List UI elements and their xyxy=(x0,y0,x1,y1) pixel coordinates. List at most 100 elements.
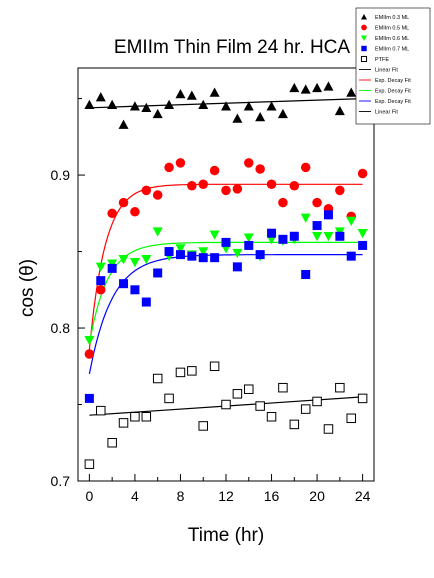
data-point xyxy=(210,253,220,263)
data-point xyxy=(96,405,106,416)
data-point xyxy=(175,367,186,378)
data-point xyxy=(130,207,140,217)
data-point xyxy=(175,250,185,260)
data-point xyxy=(152,373,163,384)
data-point xyxy=(209,230,220,240)
legend-label: Linear Fit xyxy=(375,110,398,116)
legend: EMIIm 0.3 ML EMIIm 0.5 ML EMIIm 0.6 ML EMII… xyxy=(355,7,431,125)
data-point xyxy=(255,111,266,122)
series-emiim-0-7-ml xyxy=(84,210,368,403)
legend-label: EMIIm 0.5 ML xyxy=(375,26,409,32)
data-point xyxy=(107,208,117,219)
legend-marker xyxy=(361,24,367,31)
data-point xyxy=(266,101,277,111)
data-point xyxy=(357,228,368,239)
data-point xyxy=(255,401,265,411)
data-point xyxy=(84,459,95,469)
legend-label: Linear Fit xyxy=(375,68,398,74)
data-point xyxy=(312,221,322,231)
x-tick-label: 4 xyxy=(131,488,139,504)
data-point xyxy=(289,181,300,191)
data-point xyxy=(107,99,118,109)
data-point xyxy=(334,105,345,116)
data-point xyxy=(346,251,356,261)
data-point xyxy=(323,232,334,242)
data-point xyxy=(244,240,254,250)
data-point xyxy=(221,399,231,410)
data-point xyxy=(335,185,345,196)
data-point xyxy=(312,232,323,242)
y-tick-label: 0.7 xyxy=(51,473,71,489)
data-point xyxy=(84,393,94,403)
data-point xyxy=(141,254,152,265)
data-point xyxy=(96,276,106,286)
data-point xyxy=(221,101,231,111)
data-point xyxy=(152,190,163,200)
data-point xyxy=(323,424,334,434)
data-point xyxy=(198,179,208,190)
data-point xyxy=(141,297,151,307)
data-point xyxy=(107,438,117,448)
exp-decay-fit-line xyxy=(88,241,363,344)
data-point xyxy=(130,412,140,422)
data-point xyxy=(96,285,106,295)
y-axis-label: cos (θ) xyxy=(17,259,38,317)
data-point xyxy=(289,419,300,430)
data-points xyxy=(84,81,368,469)
y-tick-label: 0.8 xyxy=(51,320,71,336)
data-point xyxy=(209,165,220,176)
data-point xyxy=(130,285,140,295)
data-point xyxy=(164,162,174,173)
legend-label: PTFE xyxy=(375,57,389,63)
data-point xyxy=(346,413,356,424)
data-point xyxy=(255,164,265,174)
legend-marker xyxy=(361,45,367,52)
data-point xyxy=(244,384,254,394)
data-point xyxy=(84,99,95,109)
data-point xyxy=(152,108,163,119)
data-point xyxy=(323,81,334,91)
legend-label: EMIIm 0.6 ML xyxy=(375,36,409,42)
data-point xyxy=(312,197,322,208)
data-point xyxy=(118,254,129,265)
data-point xyxy=(152,227,163,237)
data-point xyxy=(118,197,129,208)
data-point xyxy=(232,113,243,123)
x-tick-label: 16 xyxy=(264,488,280,504)
fit-lines xyxy=(88,98,363,416)
legend-label: EMIIm 0.7 ML xyxy=(375,47,409,53)
data-point xyxy=(266,179,277,190)
data-point xyxy=(267,228,277,238)
data-point xyxy=(164,247,174,257)
data-point xyxy=(335,382,345,393)
data-point xyxy=(95,92,106,102)
x-tick-label: 12 xyxy=(218,488,234,504)
data-point xyxy=(358,240,368,250)
data-point xyxy=(118,418,129,428)
data-point xyxy=(266,412,277,422)
data-point xyxy=(221,185,231,196)
data-point xyxy=(95,262,106,272)
data-point xyxy=(187,366,197,376)
data-point xyxy=(198,99,209,109)
data-point xyxy=(300,84,311,94)
data-point xyxy=(141,102,152,113)
legend-box xyxy=(355,7,431,125)
legend-label: EMIIm 0.3 ML xyxy=(375,15,409,21)
data-point xyxy=(164,99,175,109)
legend-marker xyxy=(360,55,368,63)
x-tick-label: 24 xyxy=(355,488,371,504)
data-point xyxy=(198,253,208,263)
y-axis: 0.7 0.8 0.9 xyxy=(51,98,85,489)
data-point xyxy=(335,231,345,241)
x-tick-label: 8 xyxy=(177,488,185,504)
data-point xyxy=(232,389,243,399)
data-point xyxy=(277,108,288,119)
chart-title: EMIIm Thin Film 24 hr. HCA xyxy=(114,37,350,58)
data-point xyxy=(300,404,311,414)
data-point xyxy=(198,421,208,431)
legend-label: Exp. Decay Fit xyxy=(375,89,411,95)
exp-decay-fit-line xyxy=(88,183,363,350)
series-emiim-0-5-ml xyxy=(84,158,368,359)
